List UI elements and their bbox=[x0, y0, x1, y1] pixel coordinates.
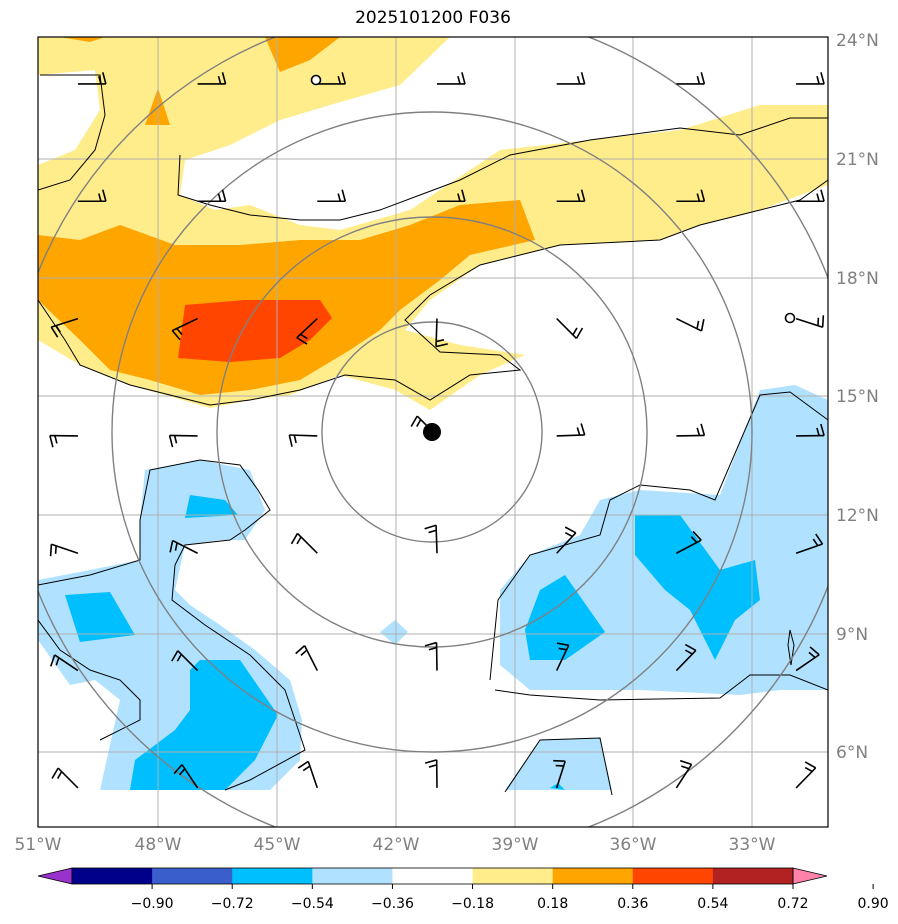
calm-wind-marker bbox=[784, 312, 796, 324]
colorbar-segment bbox=[632, 868, 714, 884]
wind-barb bbox=[77, 189, 107, 203]
wind-barb bbox=[556, 423, 586, 437]
wind-barb bbox=[77, 72, 107, 85]
wind-barb bbox=[171, 317, 198, 341]
colorbar-tick-label: −0.72 bbox=[211, 896, 254, 912]
wind-barb bbox=[676, 72, 706, 85]
wind-barb bbox=[49, 434, 78, 448]
lon-label: 39°W bbox=[492, 835, 539, 855]
lat-label: 18°N bbox=[836, 269, 879, 289]
wind-barb bbox=[317, 189, 347, 203]
colorbar-tick-label: 0.72 bbox=[777, 896, 808, 912]
wind-barb bbox=[168, 434, 198, 448]
wind-barb bbox=[553, 759, 566, 789]
range-rings bbox=[38, 37, 828, 827]
wind-barb bbox=[556, 189, 586, 203]
wind-barb bbox=[796, 72, 825, 85]
storm-center-marker bbox=[423, 423, 441, 441]
lat-label: 12°N bbox=[836, 506, 879, 526]
wind-barb bbox=[50, 317, 79, 338]
wind-barb bbox=[424, 524, 438, 554]
colorbar-tick-label: −0.18 bbox=[451, 896, 494, 912]
wind-barb bbox=[50, 654, 79, 672]
calm-wind-marker bbox=[310, 74, 322, 86]
colorbar-segment bbox=[72, 868, 153, 884]
wind-barb bbox=[676, 317, 705, 332]
colorbar-tick-label: 0.54 bbox=[697, 896, 728, 912]
wind-barb bbox=[676, 530, 702, 554]
lat-label: 6°N bbox=[836, 743, 868, 763]
latitude-labels: 24°N 21°N 18°N 15°N 12°N 9°N 6°N bbox=[836, 31, 879, 763]
colorbar-tick-label: −0.54 bbox=[291, 896, 334, 912]
wind-barb bbox=[436, 189, 466, 203]
longitude-labels: 51°W 48°W 45°W 42°W 39°W 36°W 33°W bbox=[15, 835, 776, 855]
colorbar-segment bbox=[552, 868, 634, 884]
map-frame bbox=[37, 36, 829, 828]
colorbar-tick-label: −0.36 bbox=[371, 896, 414, 912]
wind-barb bbox=[295, 645, 319, 671]
colorbar-segment bbox=[312, 868, 393, 884]
wind-barb bbox=[197, 72, 227, 85]
wind-barb bbox=[297, 760, 319, 789]
colorbar-segment bbox=[152, 868, 233, 884]
positive-anomaly-fill bbox=[38, 37, 828, 410]
negative-anomaly-fill bbox=[38, 385, 828, 790]
colorbar-tick-label: 0.90 bbox=[858, 896, 889, 912]
contour-lines bbox=[38, 74, 828, 796]
lat-label: 9°N bbox=[836, 625, 868, 645]
lon-label: 51°W bbox=[15, 835, 62, 855]
colorbar-extend-min bbox=[37, 867, 73, 885]
wind-barb bbox=[555, 642, 570, 671]
wind-barb bbox=[556, 72, 586, 85]
colorbar-tick-label: 0.18 bbox=[537, 896, 568, 912]
colorbar-tick-label: −0.90 bbox=[131, 896, 174, 912]
wind-barb bbox=[49, 543, 79, 557]
wind-barb bbox=[317, 72, 347, 85]
wind-barb bbox=[296, 317, 318, 345]
wind-barb bbox=[795, 315, 825, 329]
wind-barb bbox=[676, 189, 706, 203]
wind-barb bbox=[675, 759, 693, 789]
map-area bbox=[38, 37, 828, 827]
colorbar-segment bbox=[392, 868, 474, 884]
wind-barbs bbox=[49, 72, 825, 789]
wind-barb bbox=[288, 434, 318, 447]
wind-barb bbox=[676, 423, 706, 437]
colorbar-tick-label: 0.36 bbox=[617, 896, 648, 912]
wind-barb bbox=[424, 759, 438, 788]
wind-barb bbox=[169, 539, 198, 554]
wind-barb bbox=[171, 650, 199, 672]
wind-barb bbox=[796, 189, 825, 203]
colorbar: −0.90 −0.72 −0.54 −0.36 −0.18 0.18 0.36 0.54 0.7… bbox=[37, 867, 889, 912]
wind-barb bbox=[424, 641, 438, 671]
lon-label: 36°W bbox=[610, 835, 657, 855]
graticule bbox=[38, 37, 828, 827]
wind-barb bbox=[173, 764, 199, 789]
map-title: 2025101200 F036 bbox=[355, 8, 511, 28]
wind-barb bbox=[675, 643, 697, 672]
colorbar-segment bbox=[472, 868, 554, 884]
wind-barb bbox=[51, 767, 79, 789]
lon-label: 45°W bbox=[254, 835, 301, 855]
wind-barb bbox=[795, 761, 817, 789]
wind-barb bbox=[435, 318, 448, 348]
wind-barb bbox=[556, 526, 577, 554]
lat-label: 24°N bbox=[836, 31, 879, 51]
colorbar-segment bbox=[712, 868, 794, 884]
colorbar-segment bbox=[232, 868, 313, 884]
lon-label: 42°W bbox=[373, 835, 420, 855]
lat-label: 15°N bbox=[836, 387, 879, 407]
wind-barb bbox=[795, 533, 824, 554]
wind-barb bbox=[436, 72, 466, 85]
wind-barb bbox=[197, 189, 227, 203]
wind-barb bbox=[796, 423, 825, 437]
wind-barb bbox=[290, 532, 318, 554]
wind-barb bbox=[556, 318, 584, 339]
lon-label: 48°W bbox=[135, 835, 182, 855]
wind-barb bbox=[795, 646, 820, 672]
colorbar-extend-max bbox=[792, 867, 828, 885]
lat-label: 21°N bbox=[836, 150, 879, 170]
lon-label: 33°W bbox=[729, 835, 776, 855]
